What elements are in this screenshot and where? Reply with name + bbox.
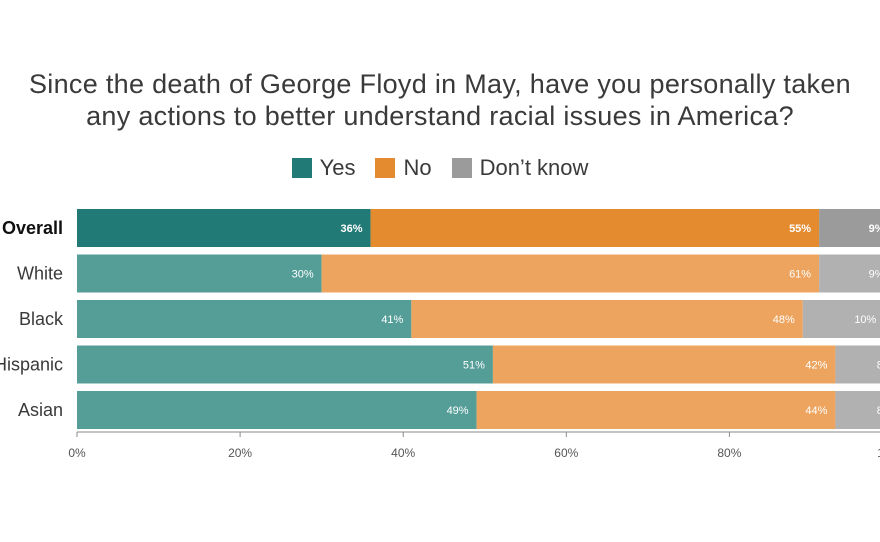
value-label-black-don-t-know: 10% [854,314,876,326]
legend-swatch-yes [291,158,312,178]
bar-segment-hispanic-no [492,345,836,384]
bar-segment-asian-yes [77,391,477,429]
value-label-asian-no: 44% [805,405,827,417]
legend-label-dont-know: Don’t know [479,155,589,180]
bar-segment-white-yes [77,254,322,293]
category-label-white: White [17,264,63,284]
bar-segment-hispanic-don-t-know [835,345,880,384]
legend-label-yes: Yes [319,155,356,180]
category-label-black: Black [19,309,64,329]
chart-title-line-2: any actions to better understand racial … [86,101,794,131]
legend-item-no: No [375,155,432,181]
value-label-hispanic-don-t-know: 8% [877,360,880,372]
value-label-asian-yes: 49% [447,405,469,417]
legend-item-dont-know: Don’t know [451,155,589,181]
bar-segment-black-yes [77,300,412,338]
bar-segment-asian-don-t-know [835,391,880,429]
value-label-overall-don-t-know: 9% [869,223,880,235]
value-label-white-don-t-know: 9% [869,269,880,281]
bar-segment-black-no [411,300,803,338]
value-label-asian-don-t-know: 8% [877,405,880,417]
value-label-black-yes: 41% [381,314,403,326]
legend-swatch-no [375,158,396,178]
bar-segment-asian-no [476,391,836,429]
bar-segment-white-no [321,254,820,293]
chart-title: Since the death of George Floyd in May, … [0,68,880,132]
value-label-white-yes: 30% [292,269,314,281]
chart-title-line-1: Since the death of George Floyd in May, … [29,69,851,99]
bar-segment-black-don-t-know [802,300,880,338]
value-label-overall-no: 55% [789,223,811,235]
legend-item-yes: Yes [291,155,356,181]
legend: Yes No Don’t know [0,155,880,181]
category-label-asian: Asian [18,400,63,420]
x-tick-label-40: 40% [391,446,415,460]
bar-segment-overall-don-t-know [819,209,880,247]
category-label-hispanic: Hispanic [0,355,63,375]
value-label-white-no: 61% [789,269,811,281]
x-tick-label-80: 80% [717,446,741,460]
x-tick-label-0: 0% [68,446,86,460]
x-tick-label-60: 60% [554,446,578,460]
value-label-hispanic-no: 42% [805,360,827,372]
bar-segment-hispanic-yes [77,345,493,384]
bar-segment-overall-yes [77,209,371,247]
category-label-overall: Overall [2,218,63,238]
legend-swatch-dont-know [451,158,472,178]
value-label-black-no: 48% [773,314,795,326]
x-tick-label-20: 20% [228,446,252,460]
bar-segment-white-don-t-know [819,254,880,293]
legend-label-no: No [403,155,432,180]
value-label-hispanic-yes: 51% [463,360,485,372]
value-label-overall-yes: 36% [341,223,363,235]
x-tick-label-100: 100% [877,446,880,460]
bar-segment-overall-no [370,209,820,247]
